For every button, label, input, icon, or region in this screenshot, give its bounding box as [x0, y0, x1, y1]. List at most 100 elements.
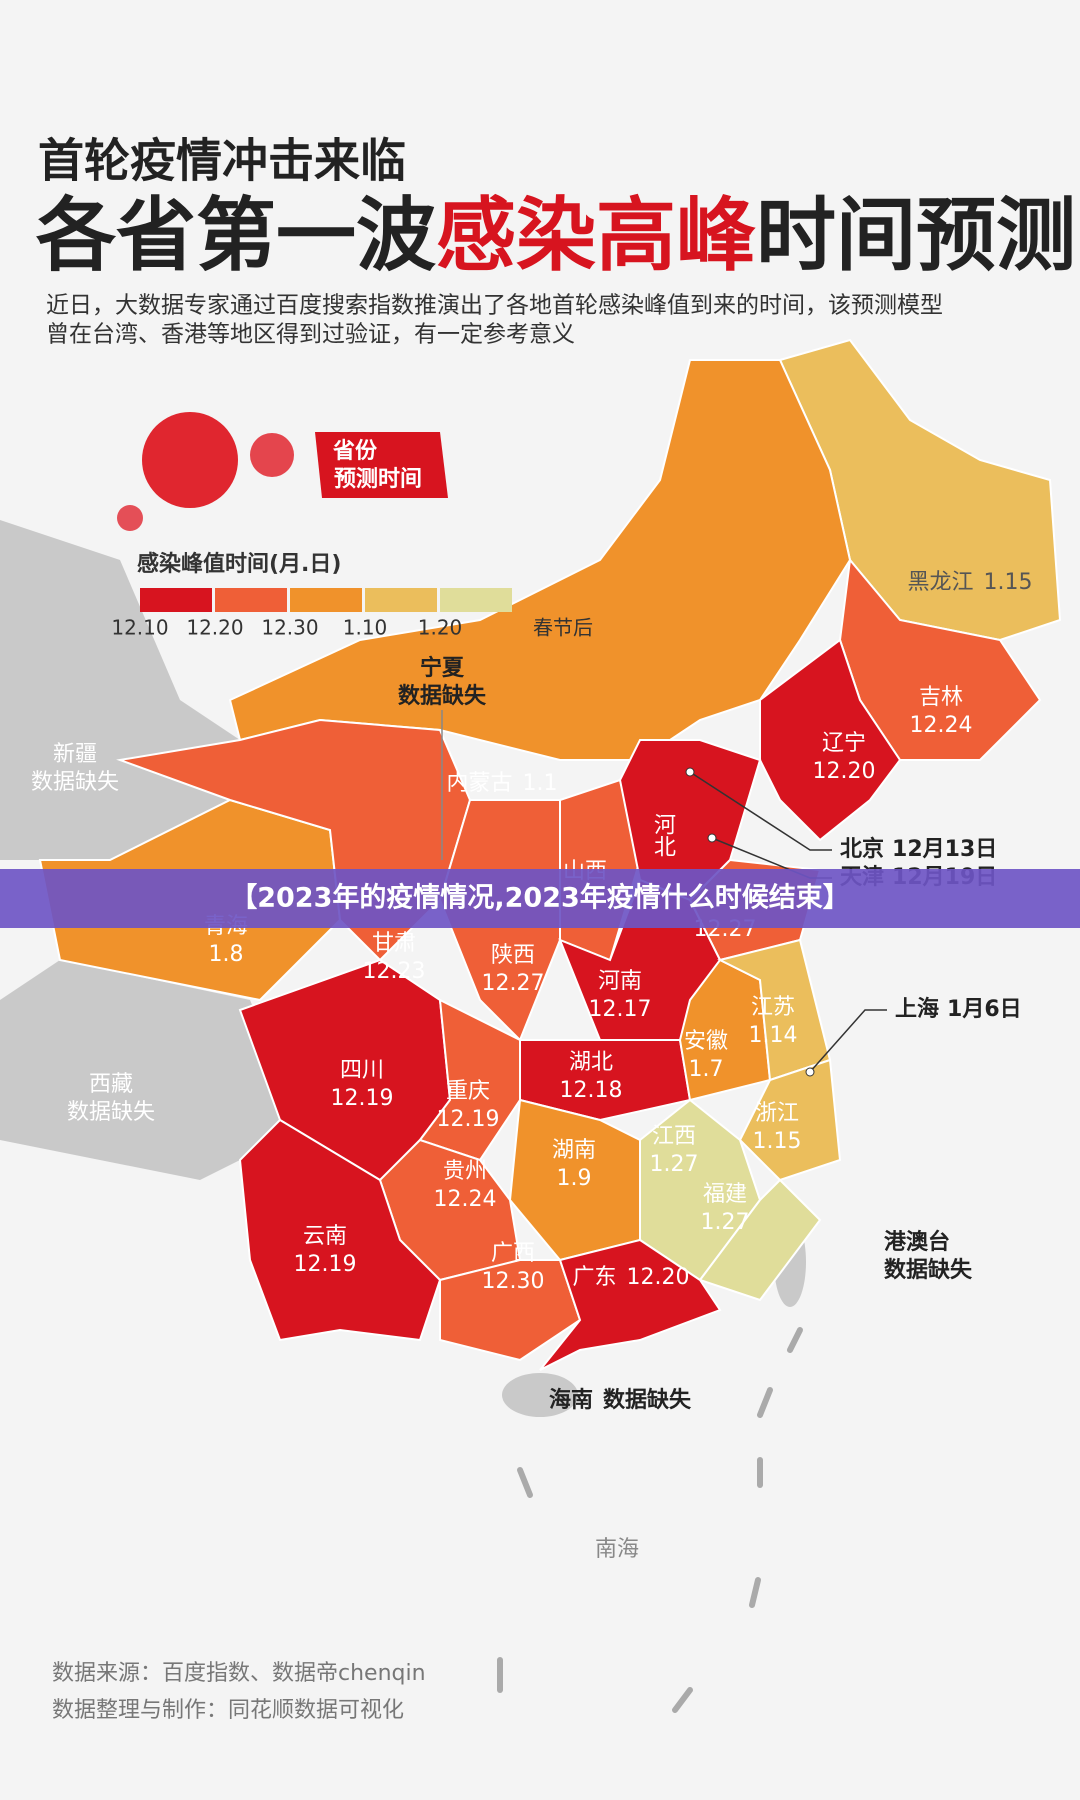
region-name: 吉林 — [919, 685, 963, 710]
region-value: 1.15 — [753, 1129, 802, 1154]
province-shape — [738, 1058, 842, 1182]
region-value: 数据缺失 — [31, 770, 119, 795]
description: 曾在台湾、香港等地区得到过验证，有一定参考意义 — [46, 322, 575, 348]
region-name: 宁夏 — [420, 655, 465, 681]
legend-swatch — [365, 588, 437, 612]
region-name: 江苏 — [751, 995, 795, 1020]
region-value: 12.19 — [294, 1252, 357, 1277]
legend-swatch — [290, 588, 362, 612]
region-value: 12.20 — [813, 759, 876, 784]
region-name: 广东 — [573, 1265, 617, 1290]
callout-value: 1月6日 — [947, 997, 1022, 1022]
region-value: 12.19 — [437, 1107, 500, 1132]
legend-tick: 春节后 — [533, 616, 593, 640]
dash — [517, 1467, 533, 1498]
dash — [672, 1687, 693, 1713]
leader-line — [809, 1009, 887, 1073]
region-value: 12.24 — [434, 1187, 497, 1212]
region-name: 辽宁 — [822, 731, 866, 756]
description: 近日，大数据专家通过百度搜索指数推演出了各地首轮感染峰值到来的时间，该预测模型 — [46, 293, 943, 319]
region-name: 内蒙古 — [446, 771, 512, 796]
region-label: 广东 12.20 — [573, 1265, 690, 1290]
region-name: 湖南 — [552, 1138, 596, 1163]
sea-label: 南海 — [595, 1537, 639, 1562]
dash — [757, 1387, 773, 1418]
region-value: 1.14 — [749, 1023, 798, 1048]
region-value: 12.18 — [560, 1078, 623, 1103]
dash — [749, 1577, 761, 1608]
region-label: 内蒙古 1.1 — [446, 771, 557, 796]
region-name: 河南 — [598, 969, 642, 994]
legend-swatch — [215, 588, 287, 612]
region-name: 四川 — [340, 1058, 384, 1083]
region-value: 1.15 — [984, 570, 1033, 595]
legend-tick: 12.20 — [186, 616, 243, 640]
region-name: 云南 — [303, 1224, 347, 1249]
region-name: 新疆 — [53, 742, 97, 767]
badge-shape — [315, 432, 448, 498]
title-part: 各省第一波 — [36, 189, 436, 282]
region-value: 数据缺失 — [67, 1100, 155, 1125]
region-value: 12.23 — [363, 959, 426, 984]
leader-dot — [805, 1067, 815, 1077]
legend-tick: 12.10 — [111, 616, 168, 640]
region-value: 1.1 — [523, 771, 558, 796]
region-value: 12.19 — [331, 1086, 394, 1111]
province-shape — [698, 1178, 822, 1302]
title-part: 时间预测 — [756, 189, 1076, 282]
region-value: 1.7 — [689, 1057, 724, 1082]
leader-dot — [685, 767, 695, 777]
region-name: 西藏 — [89, 1072, 133, 1097]
legend-title: 感染峰值时间(月.日) — [137, 551, 341, 577]
legend-tick: 12.30 — [261, 616, 318, 640]
callout-label: 上海 1月6日 — [895, 996, 1022, 1022]
leader-line — [689, 771, 832, 851]
region-label: 黑龙江 1.15 — [908, 570, 1033, 595]
hainan-shape — [502, 1373, 578, 1417]
legend-swatch — [440, 588, 512, 612]
legend-tick: 1.10 — [343, 616, 388, 640]
region-name: 陕西 — [491, 943, 535, 968]
region-name: 重庆 — [446, 1079, 490, 1104]
callout-value: 12月13日 — [892, 837, 997, 862]
region-name: 福建 — [703, 1182, 747, 1207]
title: 各省第一波感染高峰时间预测 — [36, 189, 1076, 282]
legend-tick: 1.20 — [418, 616, 463, 640]
banner: 【2023年的疫情情况,2023年疫情什么时候结束】 — [0, 869, 1080, 928]
callout-name: 上海 — [895, 996, 939, 1022]
title-highlight: 感染高峰 — [436, 189, 756, 282]
nine-dash-line — [497, 1327, 803, 1713]
region-name: 河北 — [650, 813, 676, 857]
region-value: 数据缺失 — [603, 1387, 692, 1413]
labels: 12.10 12.20 12.30 1.10 1.20 春节后 黑龙江 1.15 吉林 12.24… — [31, 570, 1033, 1413]
banner-text: 【2023年的疫情情况,2023年疫情什么时候结束】 — [230, 882, 850, 914]
virus — [117, 505, 143, 531]
region-name: 贵州 — [443, 1159, 487, 1184]
callout-label: 北京 12月13日 — [840, 836, 997, 862]
banner-bar — [0, 869, 1080, 928]
region-value: 12.20 — [627, 1265, 690, 1290]
region-value: 1.27 — [650, 1152, 699, 1177]
region-value: 数据缺失 — [398, 683, 487, 709]
region-name: 浙江 — [755, 1101, 799, 1126]
legend-swatch — [140, 588, 212, 612]
region-label: 海南 数据缺失 — [549, 1387, 692, 1413]
region-value: 数据缺失 — [884, 1257, 973, 1283]
tibet-shape — [0, 960, 300, 1180]
virus — [142, 412, 238, 508]
region-value: 1.8 — [209, 942, 244, 967]
kicker: 首轮疫情冲击来临 — [38, 134, 406, 188]
footer-line: 数据整理与制作：同花顺数据可视化 — [52, 1698, 404, 1723]
leader-dot — [707, 833, 717, 843]
region-value: 12.27 — [482, 971, 545, 996]
badge: 省份 预测时间 — [315, 432, 448, 498]
region-name: 港澳台 — [884, 1229, 950, 1255]
province-shape — [539, 1238, 722, 1371]
region-name: 江西 — [652, 1124, 696, 1149]
virus — [250, 433, 294, 477]
province-shape — [759, 638, 902, 842]
badge-line: 省份 — [332, 439, 378, 464]
region-value: 12.30 — [482, 1269, 545, 1294]
